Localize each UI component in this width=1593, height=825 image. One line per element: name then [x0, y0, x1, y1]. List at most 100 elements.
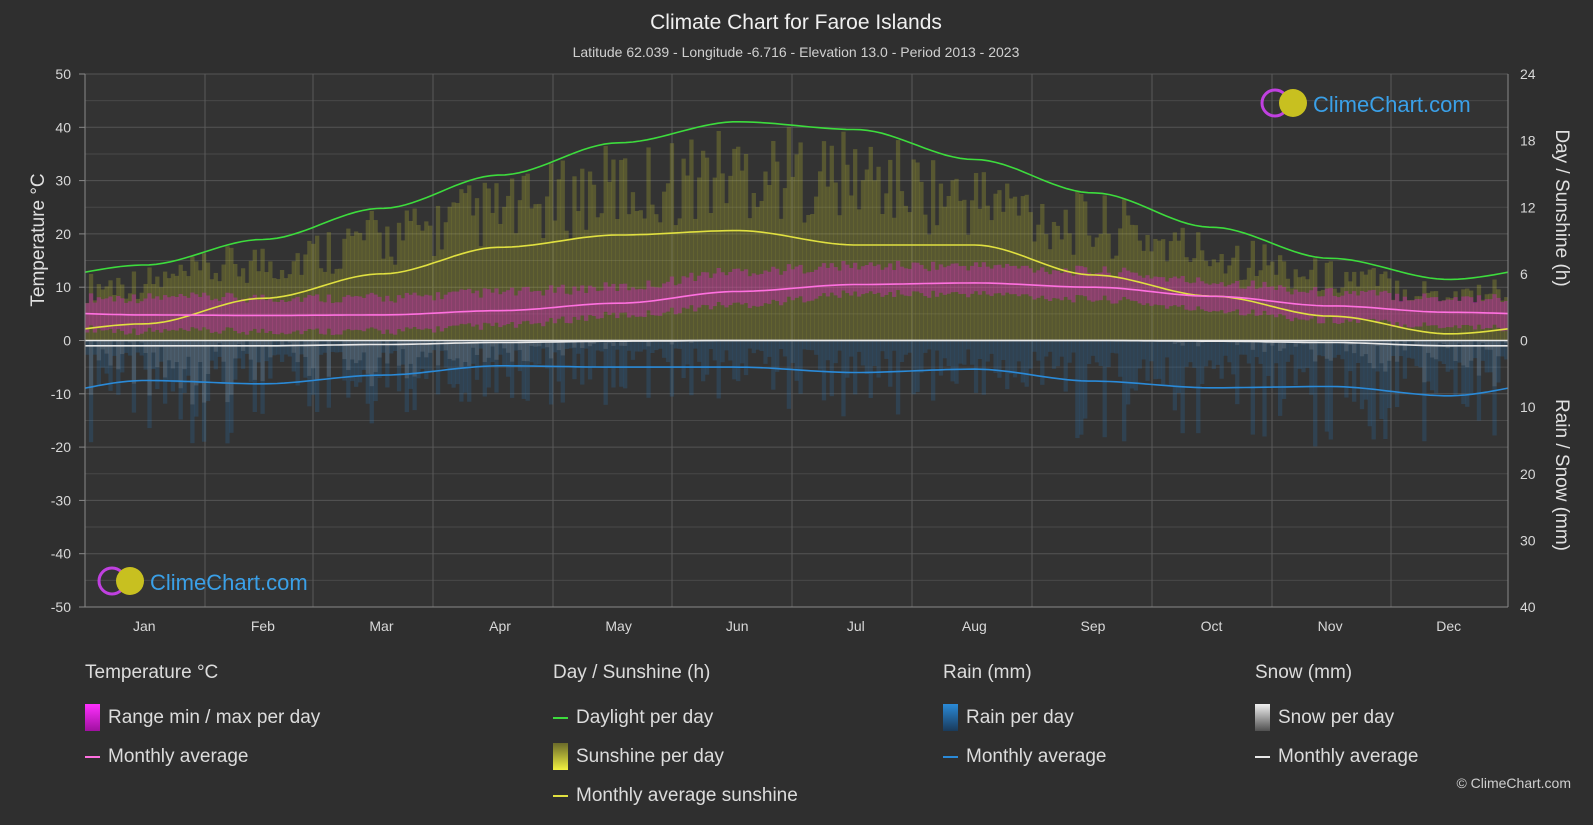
temp-range-day-bar [817, 266, 823, 297]
rain-day-bar [1215, 340, 1220, 365]
sunshine-day-bar [1149, 251, 1154, 341]
y-left-tick-label: 0 [63, 333, 71, 349]
rain-swatch [943, 704, 958, 731]
temp-range-day-bar [435, 292, 441, 327]
temp-avg-swatch [85, 755, 100, 758]
sunshine-day-bar [1441, 300, 1447, 341]
snow-day-bar [1344, 340, 1349, 352]
temp-range-day-bar [681, 276, 686, 308]
snow-day-bar [412, 340, 417, 377]
snow-day-bar [537, 340, 542, 347]
temp-range-day-bar [123, 302, 129, 335]
sunshine-day-bar [1207, 266, 1213, 341]
sunshine-day-bar [459, 189, 464, 341]
sunshine-day-bar [1118, 228, 1123, 341]
temp-range-day-bar [529, 291, 534, 325]
rain-day-bar [794, 340, 799, 381]
sunshine-day-bar [1324, 262, 1330, 341]
temp-range-day-bar [463, 289, 468, 325]
chart-lines [84, 121, 1509, 397]
temp-range-day-bar [1071, 275, 1076, 303]
temp-range-day-bar [1406, 300, 1411, 328]
rain-day-bar [1488, 340, 1493, 373]
temp-range-day-bar [927, 271, 932, 298]
temp-range-day-bar [646, 280, 651, 311]
copyright: © ClimeChart.com [1456, 775, 1571, 791]
temp-range-day-bar [1196, 277, 1201, 307]
temp-range-day-bar [732, 268, 737, 303]
snow-day-bar [1469, 340, 1474, 361]
sunshine-day-bar [1453, 291, 1458, 341]
sunshine-day-bar [1102, 195, 1107, 341]
rain-day-bar [603, 340, 608, 405]
rain-day-bar [307, 340, 312, 407]
rain-day-bar [1102, 340, 1107, 438]
rain-day-bar [287, 340, 293, 357]
legend-temp-range-label: Range min / max per day [108, 706, 321, 728]
temp-range-day-bar [1281, 286, 1287, 316]
temp-range-day-bar [1297, 291, 1302, 320]
rain-day-bar [880, 340, 885, 352]
snow-day-bar [287, 340, 293, 343]
rain-day-bar [389, 340, 394, 354]
temp-range-day-bar [1379, 291, 1384, 321]
rain-day-bar [424, 340, 429, 379]
rain-day-bar [1457, 340, 1462, 363]
rain-day-bar [892, 340, 897, 351]
temp-range-day-bar [474, 290, 480, 325]
snow-day-bar [1445, 340, 1450, 349]
temp-range-day-bar [1188, 283, 1193, 311]
temp-range-day-bar [451, 291, 456, 326]
sunshine-day-bar [108, 280, 113, 341]
rain-day-bar [1047, 340, 1053, 352]
rain-day-bar [1133, 340, 1139, 391]
sunshine-day-bar [1133, 225, 1139, 341]
sunshine-day-bar [244, 282, 250, 341]
temp-range-day-bar [88, 293, 94, 326]
rain-day-bar [342, 340, 347, 381]
temp-range-day-bar [545, 289, 550, 322]
legend-sunshine-title: Day / Sunshine (h) [553, 662, 711, 683]
temp-range-day-bar [1180, 276, 1185, 305]
legend-snow-day-label: Snow per day [1278, 706, 1395, 728]
snow-day-bar [233, 340, 238, 359]
snow-day-bar [139, 340, 144, 343]
x-tick-label: Jul [847, 618, 865, 634]
temp-range-day-bar [938, 264, 944, 293]
temp-range-day-bar [287, 301, 293, 334]
temp-range-day-bar [131, 294, 137, 329]
temp-range-day-bar [946, 265, 951, 294]
temp-range-day-bar [743, 269, 749, 304]
temp-range-day-bar [1313, 287, 1318, 317]
sunshine-day-bar [162, 271, 168, 341]
sunshine-day-bar [451, 202, 456, 341]
snow-day-bar [525, 340, 530, 362]
sunshine-day-bar [1465, 288, 1470, 341]
x-tick-label: Dec [1436, 618, 1461, 634]
snow-day-bar [229, 340, 234, 395]
temp-range-day-bar [1016, 268, 1022, 297]
temp-range-day-bar [318, 301, 324, 334]
snow-day-bar [603, 340, 608, 349]
sunshine-day-bar [872, 180, 877, 341]
snow-day-bar [482, 340, 487, 363]
rain-day-bar [1036, 340, 1041, 361]
snow-day-bar [155, 340, 160, 368]
rain-day-bar [1406, 340, 1411, 358]
temp-range-day-bar [1352, 291, 1357, 320]
rain-day-bar [1348, 340, 1353, 372]
temp-range-day-bar [447, 292, 452, 327]
rain-day-bar [1137, 340, 1142, 369]
y-left-tick-label: -10 [51, 386, 71, 402]
rain-day-bar [198, 340, 203, 384]
rain-day-bar [638, 340, 643, 352]
sunshine-day-bar [1250, 240, 1255, 341]
temp-range-day-bar [1371, 289, 1376, 319]
rain-day-bar [1207, 340, 1213, 361]
legend-rain-avg: Monthly average [943, 737, 1106, 776]
temp-range-day-bar [299, 301, 304, 335]
sunshine-day-bar [1047, 249, 1053, 341]
sunshine-day-bar [1332, 288, 1337, 341]
temp-range-day-bar [888, 263, 893, 293]
temp-range-day-bar [279, 299, 285, 333]
